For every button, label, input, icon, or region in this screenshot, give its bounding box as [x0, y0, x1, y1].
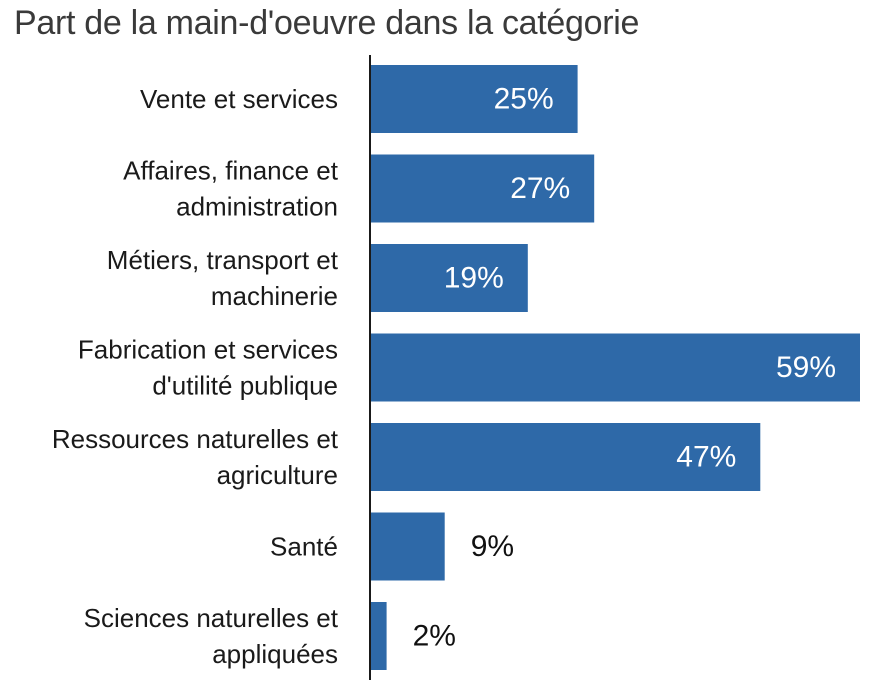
bar	[370, 65, 578, 133]
bar	[370, 423, 761, 491]
value-label: 19%	[444, 262, 504, 295]
value-label: 9%	[471, 530, 514, 563]
bar	[370, 154, 595, 223]
category-labels: Vente et services Affaires, finance et adm…	[52, 84, 339, 669]
value-label: 2%	[413, 620, 456, 653]
category-label: d'utilité publique	[152, 371, 338, 401]
category-label: agriculture	[217, 460, 338, 490]
bar	[370, 244, 528, 312]
value-label: 27%	[510, 172, 570, 205]
category-label: machinerie	[211, 281, 338, 311]
category-label: Affaires, finance et	[123, 156, 339, 186]
category-label: appliquées	[212, 639, 338, 669]
chart-title: Part de la main-d'oeuvre dans la catégor…	[14, 4, 640, 42]
bar	[370, 602, 387, 670]
category-label: Sciences naturelles et	[84, 603, 339, 633]
bar	[370, 333, 860, 402]
category-label: Vente et services	[140, 84, 338, 114]
value-label: 59%	[776, 351, 836, 384]
category-label: Métiers, transport et	[107, 245, 339, 275]
bar	[370, 512, 445, 581]
category-label: Ressources naturelles et	[52, 424, 339, 454]
category-label: administration	[176, 192, 338, 222]
value-label: 47%	[676, 441, 736, 474]
category-label: Santé	[270, 532, 338, 562]
category-label: Fabrication et services	[78, 335, 338, 365]
value-label: 25%	[494, 83, 554, 116]
bars-group: 25% 27% 19% 59% 47% 9% 2%	[370, 65, 860, 670]
